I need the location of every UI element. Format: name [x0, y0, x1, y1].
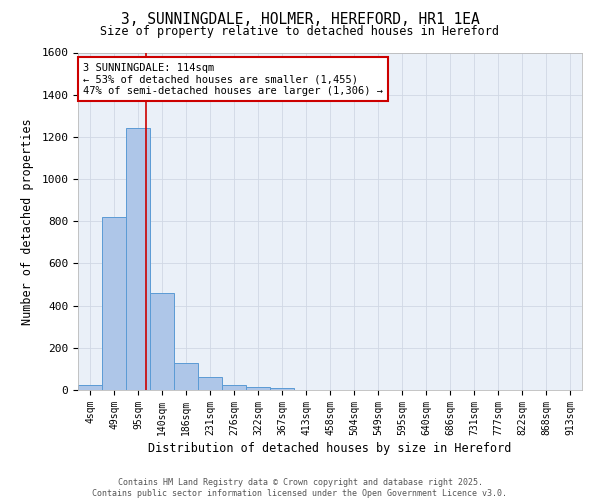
X-axis label: Distribution of detached houses by size in Hereford: Distribution of detached houses by size …	[148, 442, 512, 455]
Bar	[150, 293, 174, 390]
Text: 3, SUNNINGDALE, HOLMER, HEREFORD, HR1 1EA: 3, SUNNINGDALE, HOLMER, HEREFORD, HR1 1E…	[121, 12, 479, 28]
Bar	[246, 387, 270, 390]
Bar	[198, 378, 222, 390]
Text: 3 SUNNINGDALE: 114sqm
← 53% of detached houses are smaller (1,455)
47% of semi-d: 3 SUNNINGDALE: 114sqm ← 53% of detached …	[83, 62, 383, 96]
Text: Contains HM Land Registry data © Crown copyright and database right 2025.
Contai: Contains HM Land Registry data © Crown c…	[92, 478, 508, 498]
Y-axis label: Number of detached properties: Number of detached properties	[22, 118, 34, 324]
Bar	[102, 217, 126, 390]
Bar	[270, 388, 294, 390]
Bar	[174, 362, 198, 390]
Bar	[78, 384, 102, 390]
Bar	[126, 128, 150, 390]
Bar	[222, 384, 246, 390]
Text: Size of property relative to detached houses in Hereford: Size of property relative to detached ho…	[101, 25, 499, 38]
